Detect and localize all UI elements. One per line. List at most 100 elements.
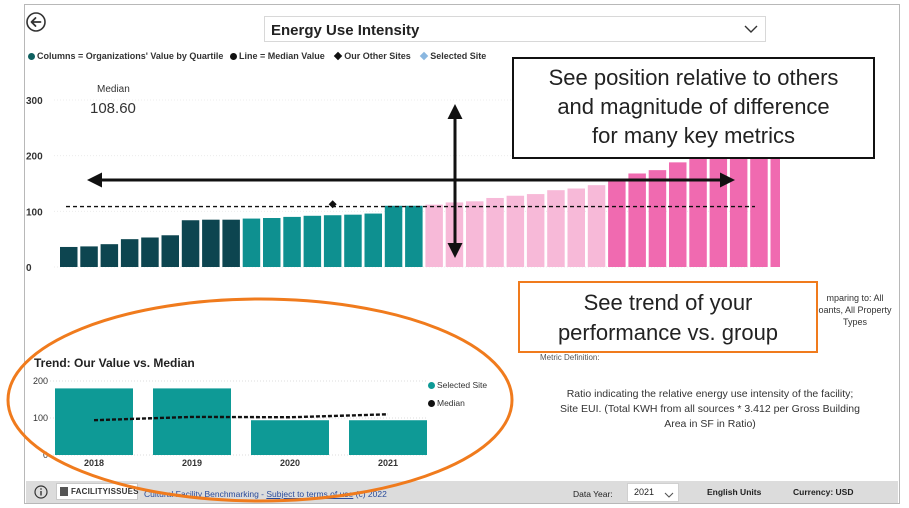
chart-legend: Columns = Organizations' Value by Quarti…	[28, 51, 490, 61]
legend-label: Selected Site	[437, 380, 488, 390]
copyright-text: (c) 2022	[353, 489, 387, 499]
legend-item-line: Line = Median Value	[229, 51, 325, 61]
y-tick-label: 0	[43, 450, 48, 460]
data-year-value: 2021	[634, 487, 655, 497]
distribution-bar	[263, 218, 281, 267]
dot-icon	[428, 399, 435, 407]
distribution-bar	[222, 219, 240, 267]
chevron-down-icon	[743, 21, 759, 42]
y-tick-label: 100	[26, 207, 43, 218]
dot-icon	[28, 52, 35, 60]
y-tick-label: 0	[26, 263, 32, 274]
trend-title: Trend: Our Value vs. Median	[34, 356, 195, 370]
distribution-bar	[202, 219, 220, 267]
trend-legend-selected: Selected Site	[428, 376, 487, 394]
data-year-dropdown[interactable]: 2021	[627, 483, 679, 502]
distribution-bar	[303, 215, 322, 267]
metric-dropdown-value: Energy Use Intensity	[271, 22, 420, 39]
callout-line: performance vs. group	[557, 320, 779, 345]
legend-label: Median	[437, 398, 465, 408]
trend-legend: Selected Site Median	[428, 376, 487, 412]
distribution-bar	[344, 214, 362, 267]
distribution-bar	[608, 180, 626, 267]
distribution-bar	[587, 185, 606, 267]
definition-line: Site EUI. (Total KWH from all sources * …	[560, 403, 860, 415]
facilityissues-logo: FACILITYISSUES	[56, 483, 139, 500]
y-tick-label: 200	[33, 376, 48, 386]
footer-links: Cultural Facility Benchmarking - Subject…	[144, 489, 387, 499]
callout-line: See trend of your	[583, 290, 753, 315]
other-site-marker	[328, 200, 337, 209]
legend-item-selected-site: Selected Site	[417, 51, 486, 61]
chevron-down-icon	[664, 488, 674, 505]
comparing-line: mparing to: All	[826, 293, 884, 303]
legend-item-columns: Columns = Organizations' Value by Quarti…	[28, 51, 223, 61]
distribution-bar	[526, 194, 545, 267]
info-icon[interactable]	[34, 485, 48, 499]
back-arrow-icon[interactable]	[26, 12, 46, 32]
metric-dropdown[interactable]: Energy Use Intensity	[264, 16, 766, 42]
distribution-bar	[750, 155, 768, 267]
distribution-bar	[547, 190, 565, 267]
distribution-bar	[364, 213, 382, 267]
distribution-bar	[323, 215, 342, 267]
callout-line: and magnitude of difference	[557, 94, 830, 119]
trend-bar	[55, 388, 133, 455]
distribution-bar	[628, 173, 646, 267]
dot-icon	[428, 381, 435, 389]
metric-definition-label: Metric Definition:	[540, 353, 600, 362]
median-value: 108.60	[90, 100, 136, 117]
trend-bar	[153, 388, 231, 455]
distribution-bar	[567, 188, 585, 267]
x-tick-label: 2019	[182, 458, 202, 468]
y-tick-label: 300	[26, 96, 43, 107]
distribution-bar	[60, 246, 78, 267]
distribution-chart: 0 100 200 300	[26, 96, 780, 274]
distribution-bar	[425, 204, 443, 267]
data-year-label: Data Year:	[573, 489, 613, 499]
x-tick-label: 2020	[280, 458, 300, 468]
distribution-bar	[141, 237, 159, 267]
legend-label: Line = Median Value	[238, 51, 325, 61]
callout-line: See position relative to others	[548, 65, 839, 90]
definition-line: Ratio indicating the relative energy use…	[566, 388, 854, 400]
y-tick-label: 100	[33, 413, 48, 423]
link-separator: -	[258, 489, 267, 499]
terms-link[interactable]: Subject to terms of use	[266, 489, 354, 499]
dot-icon	[229, 52, 237, 60]
distribution-bar	[405, 205, 423, 267]
distribution-bar	[80, 246, 98, 267]
x-tick-label: 2018	[84, 458, 104, 468]
distribution-bar	[466, 201, 484, 267]
distribution-bar	[384, 205, 403, 267]
distribution-bar	[100, 244, 119, 267]
benchmarking-link[interactable]: Cultural Facility Benchmarking	[144, 489, 259, 499]
distribution-bar	[506, 195, 525, 267]
distribution-bar	[283, 216, 301, 267]
callout-line: for many key metrics	[592, 123, 795, 148]
distribution-bar	[120, 239, 139, 267]
legend-label: Columns = Organizations' Value by Quarti…	[37, 51, 224, 61]
y-tick-label: 200	[26, 152, 43, 163]
distribution-bar	[161, 235, 179, 267]
median-label: Median	[97, 84, 130, 95]
logo-text: FACILITYISSUES	[71, 487, 139, 496]
trend-bar	[349, 420, 427, 455]
trend-chart: 0 100 200 2018 2019 2020 2021	[33, 376, 428, 468]
distribution-bar	[181, 220, 200, 267]
comparing-text: mparing to: All oants, All Property Type…	[815, 292, 895, 328]
callout-trend: See trend of your performance vs. group	[518, 281, 818, 353]
distribution-bar	[669, 162, 687, 267]
footer-bar	[26, 481, 898, 503]
x-tick-label: 2021	[378, 458, 398, 468]
distribution-bar	[486, 197, 504, 267]
distribution-bar	[242, 218, 261, 267]
legend-label: Selected Site	[430, 51, 487, 61]
metric-definition-text: Ratio indicating the relative energy use…	[540, 387, 880, 432]
comparing-line: oants, All Property	[818, 305, 892, 315]
legend-label: Our Other Sites	[344, 51, 411, 61]
trend-legend-median: Median	[428, 394, 487, 412]
report-frame	[24, 4, 900, 504]
